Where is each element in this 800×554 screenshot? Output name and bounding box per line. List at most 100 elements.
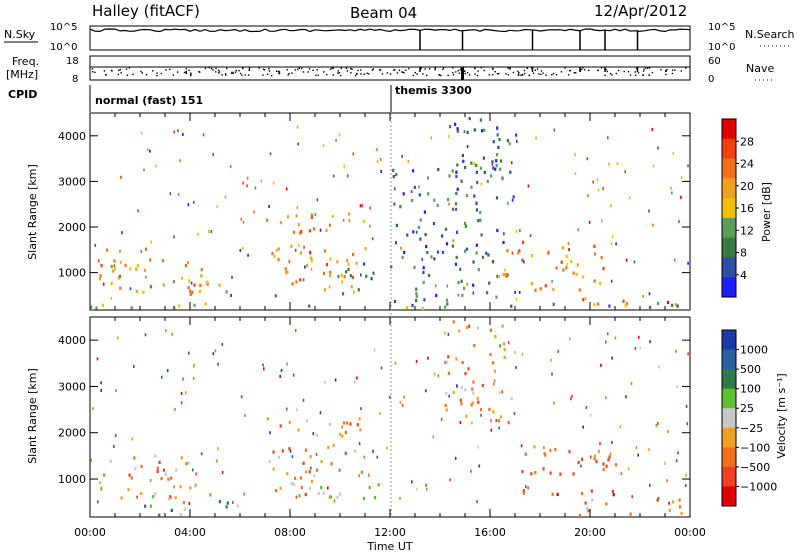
scatter-cell: [549, 471, 552, 475]
scatter-cell: [493, 369, 496, 373]
time-tick-label: 20:00: [574, 526, 606, 539]
scatter-cell: [137, 209, 139, 213]
scatter-cell: [334, 378, 337, 382]
freq-point: [262, 74, 264, 76]
scatter-cell: [342, 421, 346, 425]
power-colorbar-tick-label: 28: [740, 135, 754, 148]
freq-point: [302, 71, 305, 73]
freq-point: [215, 67, 217, 70]
freq-point: [581, 68, 583, 70]
scatter-cell: [680, 176, 683, 179]
freq-point: [642, 70, 645, 72]
scatter-cell: [425, 483, 427, 487]
scatter-cell: [229, 165, 232, 169]
freq-point: [103, 70, 106, 72]
scatter-cell: [144, 504, 147, 508]
freq-point: [394, 69, 396, 71]
scatter-cell: [477, 219, 480, 223]
scatter-cell: [308, 229, 312, 233]
scatter-cell: [296, 125, 299, 129]
scatter-cell: [502, 240, 505, 245]
nsky-trace: [89, 28, 691, 33]
freq-point: [221, 74, 223, 76]
scatter-cell: [678, 498, 681, 502]
scatter-cell: [160, 477, 163, 481]
scatter-cell: [128, 473, 131, 477]
freq-tick-bottom: 8: [72, 74, 78, 85]
freq-point: [512, 71, 515, 74]
scatter-cell: [463, 130, 466, 133]
scatter-cell: [370, 277, 373, 281]
velocity-colorbar-tick-label: 100: [740, 383, 761, 396]
scatter-cell: [670, 186, 672, 190]
scatter-cell: [329, 495, 332, 499]
scatter-cell: [457, 281, 460, 285]
scatter-cell: [113, 259, 116, 263]
scatter-cell: [449, 125, 451, 129]
scatter-cell: [441, 234, 444, 238]
scatter-cell: [285, 187, 288, 191]
scatter-cell: [553, 128, 556, 132]
scatter-cell: [446, 302, 449, 306]
scatter-cell: [299, 251, 303, 255]
scatter-cell: [292, 230, 295, 234]
freq-point: [575, 72, 577, 74]
scatter-cell: [154, 454, 157, 458]
scatter-cell: [179, 512, 182, 517]
freq-point: [244, 74, 247, 76]
scatter-cell: [530, 472, 533, 476]
scatter-cell: [488, 407, 491, 411]
scatter-cell: [315, 453, 318, 457]
scatter-cell: [566, 263, 569, 267]
scatter-cell: [177, 129, 179, 133]
scatter-cell: [497, 419, 500, 423]
scatter-cell: [454, 202, 458, 206]
scatter-cell: [347, 267, 350, 271]
scatter-cell: [113, 444, 115, 448]
scatter-cell: [134, 467, 137, 471]
scatter-cell: [376, 455, 379, 459]
freq-point: [452, 72, 454, 74]
scatter-cell: [341, 292, 345, 296]
scatter-cell: [280, 368, 283, 372]
scatter-cell: [464, 388, 467, 392]
freq-point: [204, 67, 207, 70]
freq-point: [248, 68, 251, 71]
scatter-cell: [495, 295, 498, 299]
freq-point: [600, 67, 603, 69]
freq-point: [540, 73, 542, 76]
scatter-cell: [602, 467, 605, 472]
freq-point: [560, 71, 563, 73]
scatter-cell: [129, 287, 132, 291]
scatter-cell: [449, 478, 451, 482]
scatter-cell: [499, 167, 502, 171]
scatter-cell: [489, 352, 492, 357]
scatter-cell: [300, 230, 303, 234]
scatter-cell: [668, 508, 671, 512]
freq-point: [642, 74, 644, 76]
scatter-cell: [499, 415, 502, 419]
scatter-cell: [483, 128, 486, 132]
scatter-cell: [356, 376, 358, 380]
scatter-cell: [327, 486, 329, 490]
freq-unit: [MHz]: [6, 68, 38, 81]
scatter-cell: [627, 467, 630, 471]
scatter-cell: [266, 417, 269, 421]
freq-point: [476, 74, 479, 77]
scatter-cell: [687, 261, 689, 265]
freq-point: [350, 72, 352, 74]
scatter-cell: [611, 489, 614, 494]
freq-point: [345, 67, 348, 69]
scatter-cell: [173, 306, 176, 310]
scatter-cell: [361, 204, 363, 208]
freq-point: [176, 71, 179, 73]
scatter-cell: [476, 326, 480, 330]
power-colorbar-swatch: [722, 158, 736, 179]
scatter-cell: [667, 430, 669, 433]
scatter-cell: [506, 139, 509, 143]
scatter-cell: [120, 175, 122, 179]
scatter-cell: [461, 360, 464, 365]
scatter-cell: [406, 306, 409, 310]
scatter-cell: [150, 240, 152, 244]
scatter-cell: [619, 425, 622, 429]
